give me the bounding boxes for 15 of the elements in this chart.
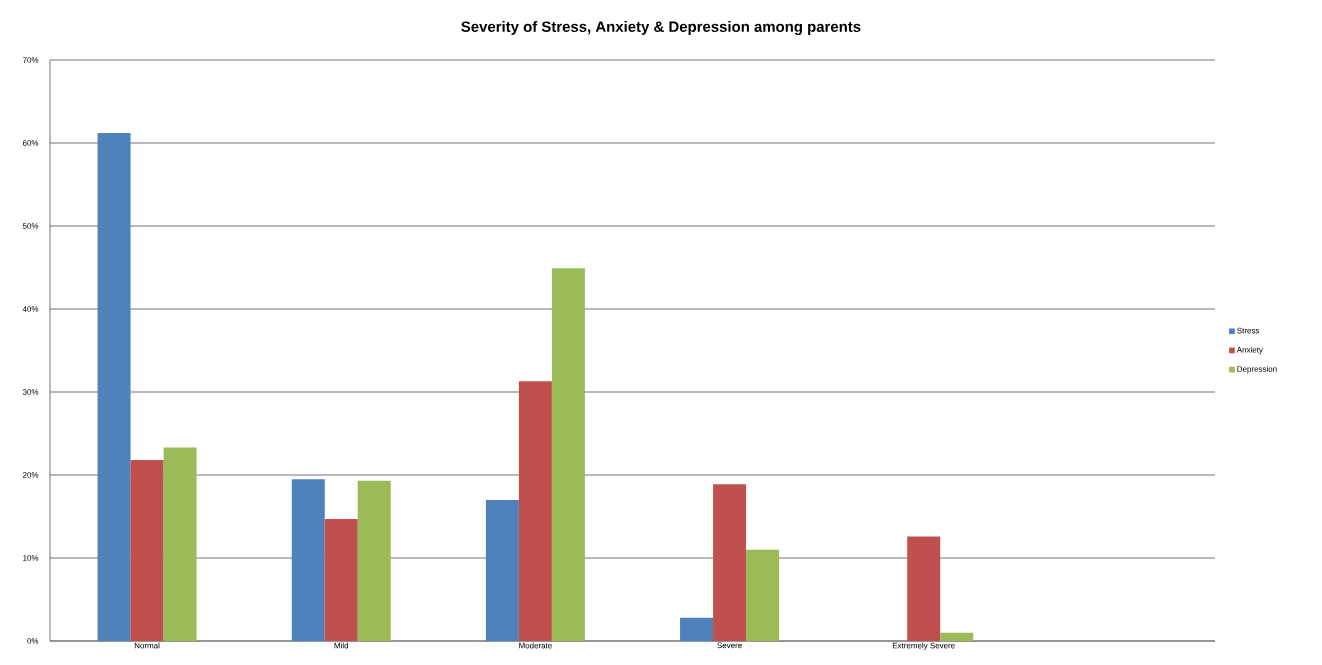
bar [97,133,131,641]
bar [357,480,391,641]
bar [907,536,941,641]
bar [713,484,747,641]
chart-title: Severity of Stress, Anxiety & Depression among parents [461,21,861,35]
bar [291,479,325,641]
bar [940,632,974,641]
bar [163,447,197,641]
bar [485,499,519,641]
bar [551,268,585,641]
bar [518,381,552,641]
bar [680,617,714,641]
bar [130,460,164,641]
bar [746,549,780,641]
bar [324,518,358,641]
